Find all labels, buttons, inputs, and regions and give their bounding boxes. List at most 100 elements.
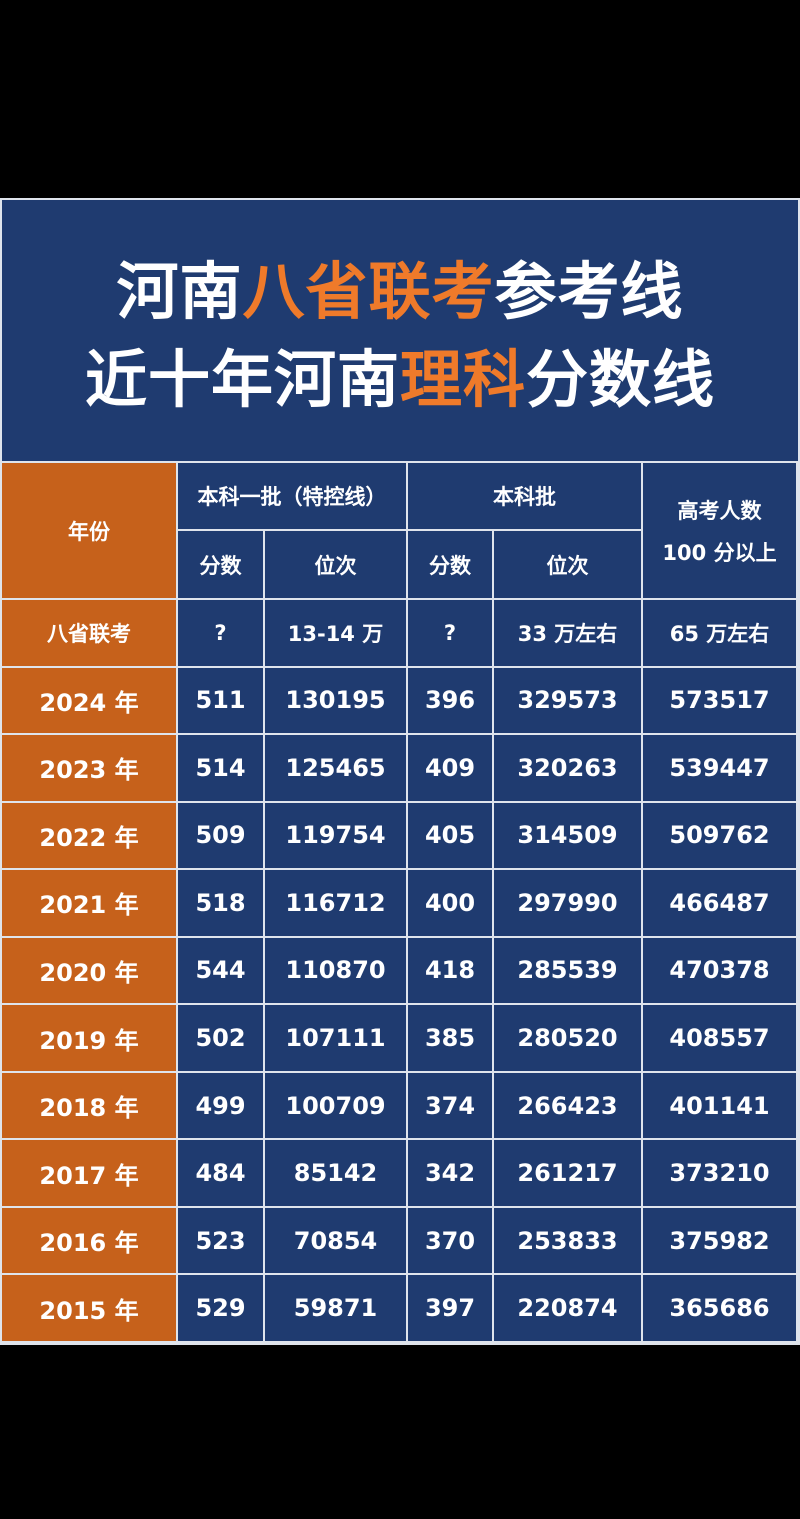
cell-text: 高考人数 xyxy=(677,498,762,523)
cell-text: 2019 年 xyxy=(39,1026,139,1055)
cell-text: 502 xyxy=(195,1024,246,1053)
data-cell: 365686 xyxy=(643,1275,796,1341)
cell-text: 514 xyxy=(195,753,246,782)
header-group: 本科批 xyxy=(408,463,641,529)
data-cell: 518 xyxy=(178,870,263,936)
data-cell: 373210 xyxy=(643,1140,796,1206)
data-cell: 396 xyxy=(408,667,492,734)
header-group: 本科一批（特控线） xyxy=(178,463,406,529)
title-line: 河南八省联考参考线 xyxy=(2,252,798,332)
data-cell: 100709 xyxy=(265,1072,406,1139)
data-cell: 59871 xyxy=(265,1275,406,1341)
title-part: 近十年河南 xyxy=(84,343,400,416)
cell-text: 220874 xyxy=(517,1294,618,1323)
cell-text: 分数 xyxy=(429,553,471,578)
data-cell: 502 xyxy=(178,1005,263,1071)
title-banner: 河南八省联考参考线 近十年河南理科分数线 xyxy=(2,200,798,461)
cell-text: 2021 年 xyxy=(39,891,139,920)
data-cell: 253833 xyxy=(494,1207,641,1274)
cell-text: ? xyxy=(214,620,227,645)
cell-text: 100 分以上 xyxy=(662,540,777,565)
data-cell: 314509 xyxy=(494,802,641,869)
data-cell: 484 xyxy=(178,1140,263,1206)
cell-text: 2018 年 xyxy=(39,1094,139,1123)
data-cell: 405 xyxy=(408,802,492,869)
cell-text: 285539 xyxy=(517,956,618,985)
cell-text: 266423 xyxy=(517,1091,618,1120)
title-part: 分数线 xyxy=(526,343,716,416)
row-label: 2018 年 xyxy=(2,1072,176,1139)
cell-text: 405 xyxy=(424,821,476,850)
row-label: 八省联考 xyxy=(2,600,176,666)
cell-text: 八省联考 xyxy=(47,621,131,646)
cell-text: 466487 xyxy=(669,888,770,917)
data-cell: 65 万左右 xyxy=(643,600,796,666)
data-cell: 509762 xyxy=(643,802,796,869)
cell-text: 523 xyxy=(195,1226,246,1255)
data-cell: 261217 xyxy=(494,1140,641,1206)
data-cell: ? xyxy=(178,600,263,666)
row-label: 2017 年 xyxy=(2,1140,176,1206)
row-label: 2023 年 xyxy=(2,735,176,801)
cell-text: 分数 xyxy=(199,553,242,578)
data-cell: 375982 xyxy=(643,1207,796,1274)
data-cell: 529 xyxy=(178,1275,263,1341)
row-label: 2020 年 xyxy=(2,937,176,1004)
title-line: 近十年河南理科分数线 xyxy=(2,340,798,420)
cell-text: 位次 xyxy=(546,553,589,578)
row-label: 2015 年 xyxy=(2,1275,176,1341)
row-label: 2021 年 xyxy=(2,870,176,936)
cell-text: 2023 年 xyxy=(39,756,139,785)
header-year: 年份 xyxy=(2,463,176,598)
data-cell: ? xyxy=(408,600,492,666)
cell-text: 539447 xyxy=(669,753,770,782)
cell-text: 119754 xyxy=(285,821,386,850)
cell-text: 573517 xyxy=(669,686,770,715)
data-cell: 573517 xyxy=(643,667,796,734)
cell-text: 385 xyxy=(424,1024,476,1053)
cell-text: 116712 xyxy=(285,888,386,917)
header-sub: 位次 xyxy=(494,531,641,598)
title-highlight: 八省联考 xyxy=(242,255,495,328)
cell-text: 499 xyxy=(195,1091,246,1120)
cell-text: 年份 xyxy=(68,519,110,544)
cell-text: 2017 年 xyxy=(39,1161,139,1190)
data-cell: 33 万左右 xyxy=(494,600,641,666)
data-cell: 401141 xyxy=(643,1072,796,1139)
data-cell: 320263 xyxy=(494,735,641,801)
data-cell: 385 xyxy=(408,1005,492,1071)
data-cell: 408557 xyxy=(643,1005,796,1071)
cell-text: 370 xyxy=(424,1226,476,1255)
data-cell: 329573 xyxy=(494,667,641,734)
cell-text: 261217 xyxy=(517,1159,618,1188)
cell-text: 2022 年 xyxy=(39,823,139,852)
cell-text: 484 xyxy=(195,1159,246,1188)
cell-text: 297990 xyxy=(517,888,618,917)
cell-text: 314509 xyxy=(517,821,618,850)
cell-text: 本科一批（特控线） xyxy=(197,485,387,509)
cell-text: 408557 xyxy=(669,1024,770,1053)
title-part: 河南 xyxy=(116,255,243,328)
header-sub: 位次 xyxy=(265,531,406,598)
data-cell: 280520 xyxy=(494,1005,641,1071)
row-label: 2019 年 xyxy=(2,1005,176,1071)
cell-text: 401141 xyxy=(669,1091,770,1120)
row-label: 2024 年 xyxy=(2,667,176,734)
cell-text: 409 xyxy=(424,753,476,782)
data-cell: 266423 xyxy=(494,1072,641,1139)
title-part: 参考线 xyxy=(494,255,684,328)
title-highlight: 理科 xyxy=(399,343,526,416)
cell-text: 110870 xyxy=(285,956,386,985)
data-cell: 85142 xyxy=(265,1140,406,1206)
cell-text: 397 xyxy=(424,1294,476,1323)
data-cell: 110870 xyxy=(265,937,406,1004)
data-cell: 342 xyxy=(408,1140,492,1206)
cell-text: 2020 年 xyxy=(39,958,139,987)
header-sub: 分数 xyxy=(408,531,492,598)
data-cell: 297990 xyxy=(494,870,641,936)
data-cell: 220874 xyxy=(494,1275,641,1341)
cell-text: 位次 xyxy=(314,553,357,578)
data-cell: 511 xyxy=(178,667,263,734)
cell-text: 33 万左右 xyxy=(517,621,618,646)
